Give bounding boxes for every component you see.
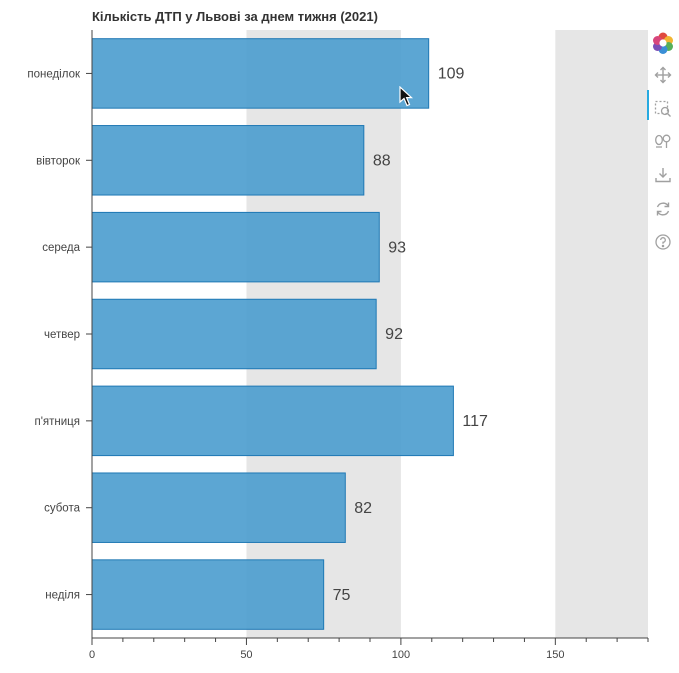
mouse-pointer-icon [399, 86, 414, 107]
y-tick-label-1: вівторок [36, 155, 81, 167]
help-icon[interactable] [650, 229, 676, 255]
data-label-1: 88 [373, 153, 391, 170]
box-zoom-icon[interactable] [650, 96, 676, 122]
data-label-4: 117 [462, 413, 488, 430]
y-tick-label-0: понеділок [27, 68, 81, 80]
data-labels: 109 88 93 92 117 82 75 [333, 66, 488, 604]
data-label-2: 93 [388, 239, 406, 256]
wheel-zoom-icon[interactable] [650, 128, 676, 154]
x-tick-label-3: 150 [546, 649, 564, 661]
data-label-5: 82 [354, 500, 372, 517]
y-tick-label-5: субота [44, 503, 80, 515]
y-tick-label-2: середа [42, 242, 80, 254]
chart-title: Кількість ДТП у Львові за днем тижня (20… [92, 9, 378, 24]
bars [91, 38, 454, 630]
axes: понеділок вівторок середа четвер п'ятниця суб… [27, 30, 649, 661]
active-tool-indicator [647, 90, 649, 120]
x-tick-label-1: 50 [240, 649, 252, 661]
bar-4 [91, 385, 454, 457]
bar-2 [91, 211, 380, 283]
grid-band [555, 30, 648, 638]
bar-0 [91, 38, 430, 109]
y-tick-label-4: п'ятниця [34, 416, 80, 428]
reset-icon[interactable] [650, 196, 676, 222]
bar-3 [91, 298, 377, 370]
save-icon[interactable] [650, 162, 676, 188]
y-tick-label-3: четвер [44, 329, 80, 341]
bar-5 [91, 472, 346, 543]
data-label-3: 92 [385, 326, 403, 343]
x-tick-label-0: 0 [89, 649, 95, 661]
x-tick-label-2: 100 [392, 649, 410, 661]
data-label-0: 109 [438, 66, 465, 83]
data-label-6: 75 [333, 587, 351, 604]
bokeh-logo-icon[interactable] [650, 30, 676, 56]
pan-icon[interactable] [650, 62, 676, 88]
y-tick-label-6: неділя [45, 590, 80, 602]
bar-6 [91, 559, 325, 630]
bar-1 [91, 125, 365, 196]
